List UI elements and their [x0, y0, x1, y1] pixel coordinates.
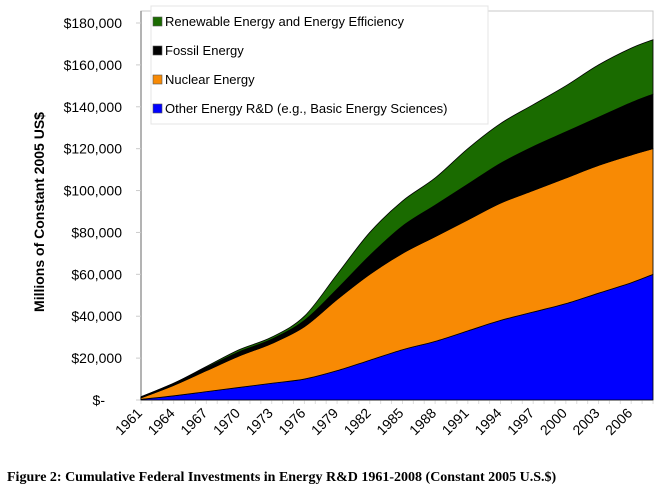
x-tick-label: 1961 — [112, 405, 145, 438]
y-tick-label: $- — [93, 392, 106, 408]
legend-label: Fossil Energy — [165, 43, 244, 58]
x-tick-label: 2006 — [602, 405, 635, 438]
legend-label: Nuclear Energy — [165, 72, 255, 87]
x-tick-label: 1991 — [439, 405, 472, 438]
legend-swatch — [152, 45, 163, 56]
y-tick-label: $60,000 — [71, 266, 122, 282]
legend-swatch — [152, 103, 163, 114]
x-tick-label: 1979 — [308, 405, 341, 438]
y-tick-label: $40,000 — [71, 308, 122, 324]
area-renewable-energy-and-energy-efficiency — [140, 39, 654, 398]
legend-label: Renewable Energy and Energy Efficiency — [165, 14, 404, 29]
legend-swatch — [152, 16, 163, 27]
y-tick-labels: $- $20,000 $40,000 $60,000 $80,000 $100,000 $1… — [64, 15, 123, 408]
legend-box — [150, 5, 489, 125]
y-tick-label: $180,000 — [64, 15, 123, 31]
x-tick-label: 1967 — [177, 405, 210, 438]
x-tick-label: 2000 — [537, 405, 570, 438]
y-tick-label: $80,000 — [71, 224, 122, 240]
legend-label: Other Energy R&D (e.g., Basic Energy Sci… — [165, 101, 448, 116]
x-tick-labels: 1961 1964 1967 1970 1973 1976 1979 1982 1985 1988… — [112, 405, 636, 438]
y-tick-label: $140,000 — [64, 99, 123, 115]
y-axis-title: Millions of Constant 2005 US$ — [31, 112, 47, 312]
stacked-areas — [140, 39, 654, 401]
x-tick-label: 1976 — [275, 405, 308, 438]
legend: Renewable Energy and Energy Efficiency Fo… — [150, 5, 489, 125]
y-tick-label: $120,000 — [64, 141, 123, 157]
x-tick-label: 1964 — [144, 405, 177, 438]
y-tick-label: $20,000 — [71, 350, 122, 366]
x-tick-label: 1988 — [406, 405, 439, 438]
legend-swatch — [152, 74, 163, 85]
y-tick-label: $160,000 — [64, 57, 123, 73]
figure-caption: Figure 2: Cumulative Federal Investments… — [7, 470, 557, 485]
x-tick-label: 1970 — [210, 405, 243, 438]
y-tick-label: $100,000 — [64, 183, 123, 199]
x-tick-label: 1973 — [243, 405, 276, 438]
x-tick-label: 2003 — [569, 405, 602, 438]
x-tick-label: 1985 — [373, 405, 406, 438]
x-tick-label: 1982 — [341, 405, 374, 438]
x-tick-label: 1997 — [504, 405, 537, 438]
x-tick-label: 1994 — [471, 405, 504, 438]
